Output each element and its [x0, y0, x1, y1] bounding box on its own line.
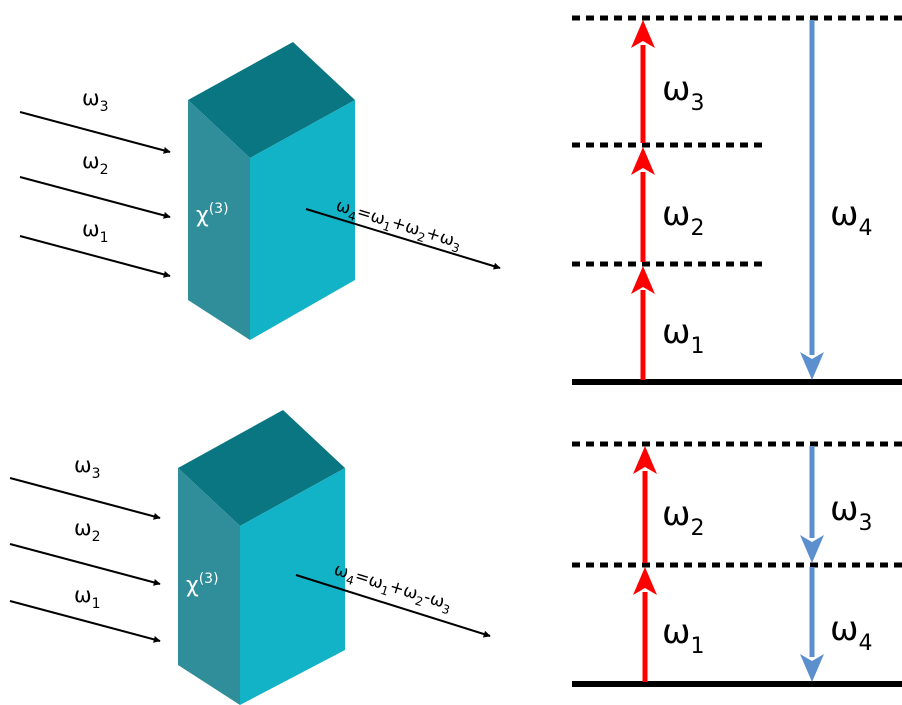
top-input-label-2: ω2 [82, 149, 109, 178]
bottom-input-label-2: ω2 [74, 516, 101, 545]
top-level-label-omega4: ω4 [830, 194, 872, 241]
top-crystal-side-face [188, 100, 250, 340]
bottom-chi-label: χ(3) [186, 571, 219, 598]
bottom-up-arrow-omega1 [633, 567, 657, 682]
bottom-down-arrow-omega4 [800, 567, 824, 682]
top-up-arrow-omega1 [631, 266, 655, 380]
top-level-label-omega3: ω3 [662, 69, 704, 116]
top-input-label-1: ω1 [82, 217, 109, 246]
bottom-input-arrow-3 [9, 477, 161, 520]
top-input-arrow-3 [19, 111, 171, 154]
bottom-level-label-omega1: ω1 [662, 612, 704, 659]
top-down-arrow-omega4 [800, 20, 824, 380]
top-panel: χ(3) ω3 ω2 ω1 ω4=ω1+ω2+ω3 [19, 15, 902, 385]
top-level-label-omega1: ω1 [662, 312, 704, 359]
top-input-arrow-1 [19, 235, 171, 278]
bottom-crystal: χ(3) [178, 410, 345, 705]
bottom-down-arrow-omega3 [800, 446, 824, 563]
bottom-crystal-front-face [240, 468, 345, 705]
top-input-arrow-2 [19, 176, 171, 219]
bottom-up-arrow-omega2 [633, 446, 657, 563]
bottom-panel: χ(3) ω3 ω2 ω1 ω4=ω1+ω2-ω3 [9, 410, 902, 705]
bottom-input-label-3: ω3 [74, 453, 101, 482]
bottom-level-label-omega3: ω3 [830, 489, 872, 536]
bottom-level-label-omega4: ω4 [830, 609, 872, 656]
top-crystal-front-face [250, 100, 355, 340]
top-chi-label: χ(3) [196, 201, 229, 228]
bottom-crystal-top-face [178, 410, 345, 526]
bottom-output-arrow [295, 574, 491, 638]
top-output-arrow [305, 208, 501, 270]
top-crystal-top-face [188, 42, 355, 158]
top-level-label-omega2: ω2 [662, 194, 704, 241]
top-input-label-3: ω3 [82, 86, 109, 115]
top-up-arrow-omega2 [631, 147, 655, 262]
bottom-input-arrow-2 [9, 543, 161, 586]
bottom-input-arrow-1 [9, 600, 161, 643]
bottom-input-label-1: ω1 [74, 583, 101, 612]
bottom-output-label: ω4=ω1+ω2-ω3 [331, 560, 455, 618]
top-up-arrow-omega3 [631, 20, 655, 143]
top-crystal: χ(3) [188, 42, 355, 340]
bottom-level-label-omega2: ω2 [662, 494, 704, 541]
bottom-crystal-side-face [178, 468, 240, 705]
